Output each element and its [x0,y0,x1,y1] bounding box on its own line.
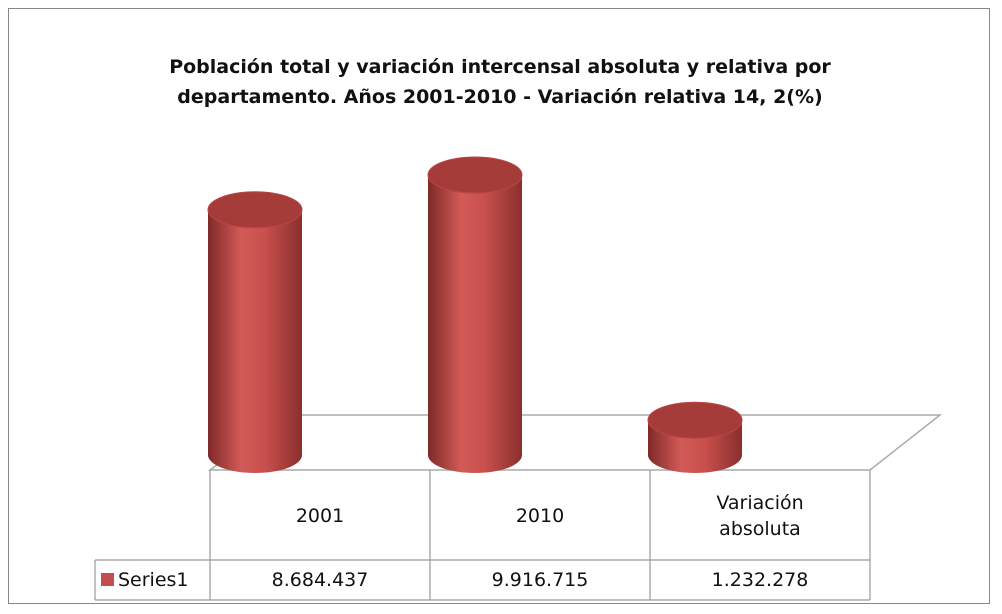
bar-top [647,401,743,439]
bar [207,191,303,473]
data-table-value: 1.232.278 [711,569,809,591]
bar-top [207,191,303,229]
bar-body [428,175,522,473]
bar-top [427,156,523,194]
data-table-grid [94,470,871,601]
chart-border [8,8,990,604]
floor [207,414,943,471]
bar [647,401,743,473]
legend-label: Series1 [118,569,189,591]
data-table-value: 9.916.715 [491,569,589,591]
data-table-value: 8.684.437 [271,569,369,591]
x-tick-label: Variación absoluta [716,492,804,540]
chart-title: Población total y variación intercensal … [169,56,831,108]
x-tick-label: 2001 [295,505,345,527]
x-tick-label: 2010 [515,505,565,527]
bar [427,156,523,473]
bar-body [208,209,302,473]
legend-swatch [101,573,114,586]
